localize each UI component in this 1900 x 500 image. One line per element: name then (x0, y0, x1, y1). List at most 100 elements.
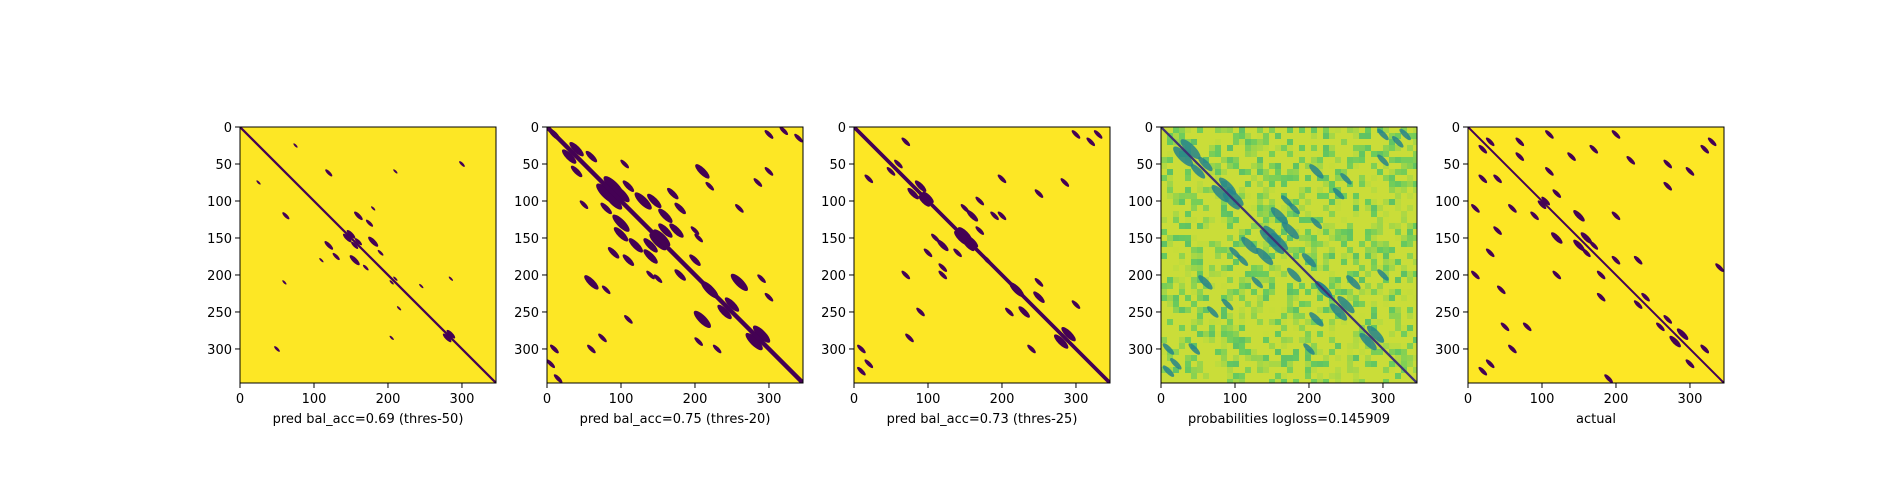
heatmap-cell (1257, 205, 1263, 211)
heatmap-cell (1305, 349, 1311, 355)
heatmap-cell (1323, 265, 1329, 271)
heatmap-cell (1287, 175, 1293, 181)
heatmap-cell (1173, 307, 1179, 313)
x-tick-label: 200 (1604, 392, 1629, 407)
heatmap-cell (1239, 193, 1245, 199)
heatmap-cell (1215, 241, 1221, 247)
contact-blob (1093, 130, 1103, 139)
y-tick-label: 200 (1435, 269, 1460, 284)
contact-blob (396, 306, 402, 311)
heatmap-cell (1191, 367, 1197, 373)
contact-blob (1582, 248, 1591, 258)
heatmap-cell (1377, 217, 1383, 223)
contact-blob (922, 191, 934, 204)
heatmap-cell (1275, 145, 1281, 151)
heatmap-cell (1263, 139, 1269, 145)
heatmap-cell (1311, 133, 1317, 139)
contact-blob (612, 214, 630, 232)
heatmap-cell (1269, 289, 1275, 295)
contact-blob (975, 196, 985, 206)
heatmap-cell (1383, 295, 1389, 301)
heatmap-cell (1407, 331, 1413, 337)
contact-blob (1053, 334, 1069, 349)
heatmap-cell (1365, 301, 1371, 307)
contact-blob (622, 180, 635, 192)
contact-blob (1377, 154, 1389, 167)
contact-blob (1366, 325, 1385, 343)
heatmap-cell (1323, 307, 1329, 313)
contact-blob (1508, 344, 1517, 354)
heatmap-cell (1341, 217, 1347, 223)
heatmap-cell (1221, 349, 1227, 355)
heatmap-cell (1233, 241, 1239, 247)
heatmap-cell (1275, 271, 1281, 277)
heatmap-cell (1203, 241, 1209, 247)
heatmap-cell (1209, 319, 1215, 325)
heatmap-cell (1317, 265, 1323, 271)
heatmap-cell (1407, 355, 1413, 361)
contact-blob (1392, 136, 1404, 148)
heatmap-cell (1413, 223, 1417, 229)
contact-blob (1346, 275, 1361, 290)
contact-blob (389, 280, 394, 285)
x-tick-label: 0 (1157, 392, 1165, 407)
contact-blob (1552, 189, 1562, 198)
heatmap-cell (1311, 127, 1317, 133)
heatmap-cell (1173, 235, 1179, 241)
x-tick-label: 200 (1297, 392, 1322, 407)
heatmap-cell (1203, 217, 1209, 223)
contact-blob (1170, 358, 1182, 370)
heatmap-cell (1191, 265, 1197, 271)
contact-blob (570, 165, 583, 178)
heatmap-cell (1329, 277, 1335, 283)
heatmap-cell (1293, 319, 1299, 325)
heatmap-cell (1401, 295, 1407, 301)
contact-blob (1715, 263, 1724, 272)
heatmap-cell (1245, 367, 1251, 373)
y-tick-label: 0 (1452, 121, 1460, 136)
heatmap-cell (1257, 367, 1263, 373)
heatmap-cell (1341, 259, 1347, 265)
heatmap-cell (1323, 259, 1329, 265)
contact-blob (1611, 255, 1621, 265)
heatmap-cell (1161, 157, 1167, 163)
contact-blob (1162, 365, 1175, 377)
heatmap-cell (1299, 283, 1305, 289)
heatmap-cell (1341, 289, 1347, 295)
heatmap-cell (1257, 307, 1263, 313)
heatmap-cell (1395, 319, 1401, 325)
heatmap-cell (1347, 157, 1353, 163)
heatmap-cell (1377, 151, 1383, 157)
heatmap-cell (1227, 313, 1233, 319)
contact-blob (1685, 167, 1695, 176)
heatmap-cell (1179, 307, 1185, 313)
heatmap-cell (1167, 193, 1173, 199)
contact-blob (389, 335, 394, 341)
heatmap-cell (1329, 127, 1335, 133)
heatmap-cell (1347, 355, 1353, 361)
heatmap-cell (1407, 313, 1413, 319)
contact-blob (894, 159, 903, 169)
heatmap-cell (1311, 379, 1317, 383)
heatmap-cell (1407, 223, 1413, 229)
heatmap-cell (1293, 211, 1299, 217)
contact-blob (712, 344, 722, 354)
heatmap-cell (1287, 211, 1293, 217)
heatmap-cell (1299, 247, 1305, 253)
heatmap-cell (1173, 301, 1179, 307)
heatmap-cell (1197, 127, 1203, 133)
heatmap-cell (1257, 241, 1263, 247)
diagonal-line (1161, 127, 1417, 383)
heatmap-cell (1371, 229, 1377, 235)
contact-blob (1493, 226, 1502, 235)
heatmap-cell (1359, 241, 1365, 247)
contact-blob (1301, 252, 1317, 268)
heatmap-cell (1371, 301, 1377, 307)
contact-blob (1251, 276, 1263, 289)
heatmap-cell (1359, 265, 1365, 271)
heatmap-cell (1287, 289, 1293, 295)
contact-blob (1545, 130, 1554, 139)
heatmap-cell (1263, 367, 1269, 373)
heatmap-cell (1407, 325, 1413, 331)
heatmap-cell (1377, 283, 1383, 289)
